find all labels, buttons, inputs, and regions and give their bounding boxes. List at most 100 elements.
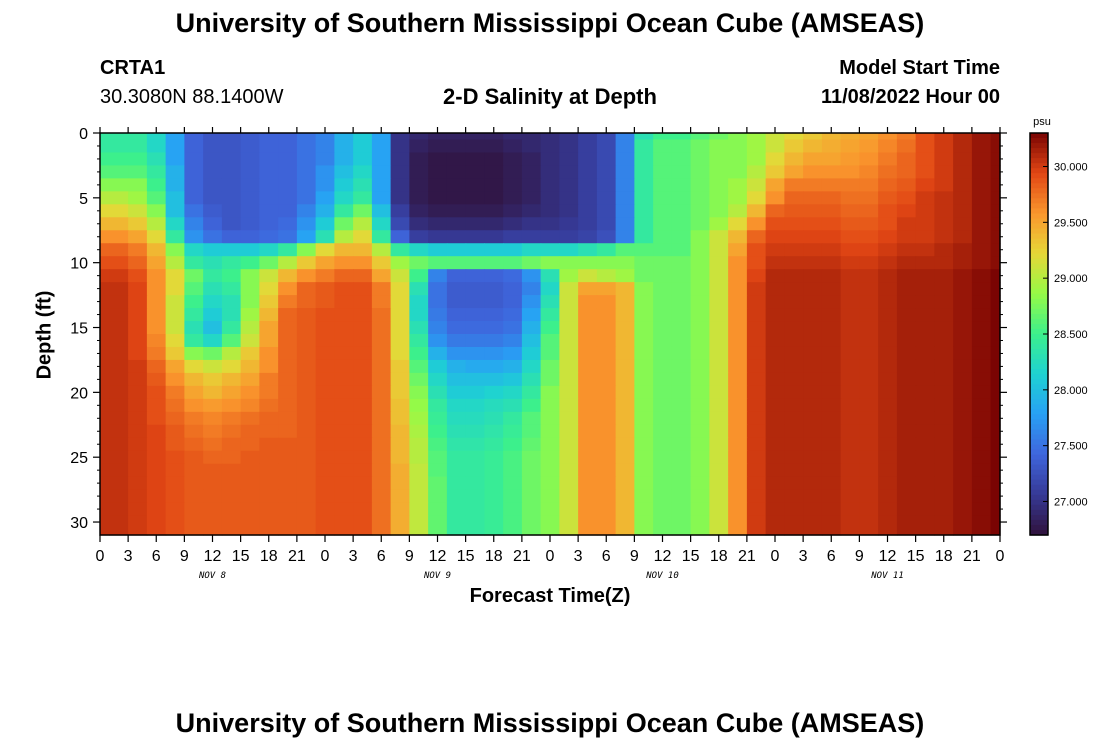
heatmap-cell	[896, 489, 917, 504]
heatmap-cell	[296, 321, 317, 335]
heatmap-cell	[915, 152, 935, 167]
heatmap-cell	[428, 398, 448, 413]
heatmap-cell	[128, 515, 148, 536]
heatmap-cell	[971, 476, 992, 491]
heatmap-cell	[671, 230, 692, 244]
heatmap-cell	[990, 321, 1001, 335]
heatmap-cell	[184, 359, 204, 374]
heatmap-cell	[859, 204, 879, 218]
heatmap-cell	[671, 489, 692, 504]
heatmap-cell	[709, 230, 729, 244]
heatmap-cell	[315, 515, 335, 536]
heatmap-cell	[371, 385, 392, 400]
heatmap-cell	[878, 489, 898, 504]
heatmap-cell	[390, 178, 410, 192]
heatmap-cell	[353, 139, 373, 154]
heatmap-cell	[165, 424, 185, 439]
heatmap-cell	[503, 191, 523, 205]
heatmap-cell	[446, 385, 467, 400]
heatmap-cell	[765, 489, 785, 504]
heatmap-cell	[521, 372, 542, 387]
heatmap-cell	[784, 502, 804, 517]
heatmap-cell	[146, 450, 167, 465]
heatmap-cell	[240, 437, 260, 452]
heatmap-cell	[353, 437, 373, 452]
heatmap-cell	[203, 133, 223, 141]
heatmap-cell	[840, 385, 860, 400]
heatmap-cell	[100, 152, 110, 167]
heatmap-cell	[746, 372, 767, 387]
heatmap-cell	[146, 502, 167, 517]
heatmap-cell	[165, 346, 185, 361]
heatmap-cell	[446, 463, 467, 478]
heatmap-cell	[934, 398, 954, 413]
colorbar-segment	[1030, 278, 1048, 285]
heatmap-cell	[465, 359, 485, 374]
heatmap-cell	[971, 489, 992, 504]
heatmap-cell	[709, 204, 729, 218]
heatmap-cell	[521, 476, 542, 491]
heatmap-cell	[390, 230, 410, 244]
heatmap-cell	[971, 398, 992, 413]
heatmap-cell	[728, 178, 748, 192]
heatmap-cell	[634, 321, 654, 335]
colorbar-segment	[1030, 213, 1048, 220]
heatmap-cell	[728, 346, 748, 361]
heatmap-cell	[671, 282, 692, 296]
heatmap-cell	[128, 334, 148, 348]
y-tick-label: 0	[79, 126, 88, 143]
heatmap-cell	[278, 256, 298, 270]
heatmap-cell	[315, 139, 335, 154]
heatmap-cell	[240, 133, 260, 141]
heatmap-cell	[765, 411, 785, 426]
heatmap-cell	[971, 230, 992, 244]
heatmap-cell	[259, 282, 279, 296]
heatmap-cell	[465, 372, 485, 387]
heatmap-cell	[390, 385, 410, 400]
colorbar-segment	[1030, 369, 1048, 375]
heatmap-cell	[165, 217, 185, 231]
heatmap-cell	[840, 178, 860, 192]
heatmap-cell	[878, 295, 898, 309]
heatmap-cell	[100, 424, 110, 439]
colorbar-segment	[1030, 143, 1048, 149]
heatmap-cell	[784, 463, 804, 478]
heatmap-cell	[821, 359, 842, 374]
heatmap-cell	[540, 411, 560, 426]
heatmap-cell	[634, 191, 654, 205]
colorbar-tick-label: 28.000	[1054, 385, 1088, 397]
heatmap-cell	[559, 139, 579, 154]
heatmap-cell	[296, 450, 317, 465]
heatmap-cell	[353, 133, 373, 141]
heatmap-cell	[559, 165, 579, 179]
heatmap-cell	[465, 204, 485, 218]
colorbar-segment	[1030, 163, 1048, 169]
heatmap-cell	[540, 359, 560, 374]
heatmap-cell	[953, 476, 973, 491]
heatmap-cell	[559, 398, 579, 413]
heatmap-cell	[634, 346, 654, 361]
heatmap-cell	[878, 502, 898, 517]
heatmap-cell	[390, 346, 410, 361]
heatmap-cell	[128, 385, 148, 400]
heatmap-cell	[371, 308, 392, 322]
heatmap-cell	[184, 476, 204, 491]
heatmap-cell	[315, 256, 335, 270]
heatmap-cell	[203, 424, 223, 439]
heatmap-cells	[100, 133, 1001, 536]
heatmap-cell	[334, 372, 354, 387]
heatmap-cell	[278, 515, 298, 536]
heatmap-cell	[465, 334, 485, 348]
heatmap-cell	[203, 411, 223, 426]
heatmap-cell	[803, 334, 823, 348]
heatmap-cell	[165, 476, 185, 491]
heatmap-cell	[878, 321, 898, 335]
heatmap-cell	[221, 334, 242, 348]
heatmap-cell	[915, 502, 935, 517]
heatmap-cell	[109, 282, 129, 296]
heatmap-cell	[896, 463, 917, 478]
heatmap-cell	[409, 295, 429, 309]
heatmap-cell	[728, 398, 748, 413]
heatmap-cell	[353, 463, 373, 478]
heatmap-cell	[465, 515, 485, 536]
